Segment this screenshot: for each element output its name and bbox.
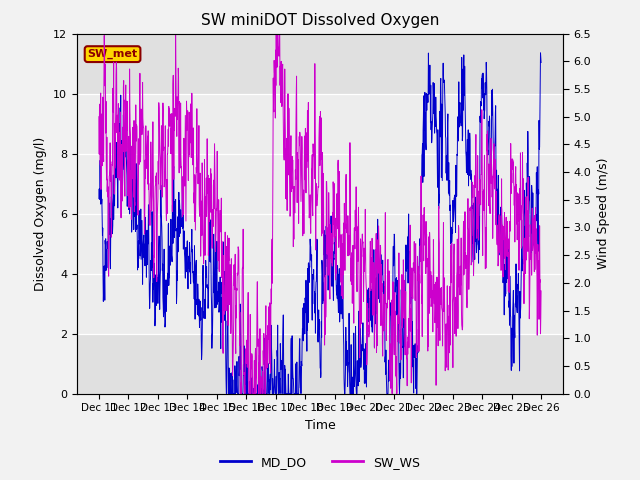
X-axis label: Time: Time xyxy=(305,419,335,432)
Legend: MD_DO, SW_WS: MD_DO, SW_WS xyxy=(214,451,426,474)
Title: SW miniDOT Dissolved Oxygen: SW miniDOT Dissolved Oxygen xyxy=(201,13,439,28)
Bar xyxy=(77,94,563,334)
Y-axis label: Wind Speed (m/s): Wind Speed (m/s) xyxy=(597,158,610,269)
Text: SW_met: SW_met xyxy=(88,49,138,59)
Y-axis label: Dissolved Oxygen (mg/l): Dissolved Oxygen (mg/l) xyxy=(35,136,47,291)
